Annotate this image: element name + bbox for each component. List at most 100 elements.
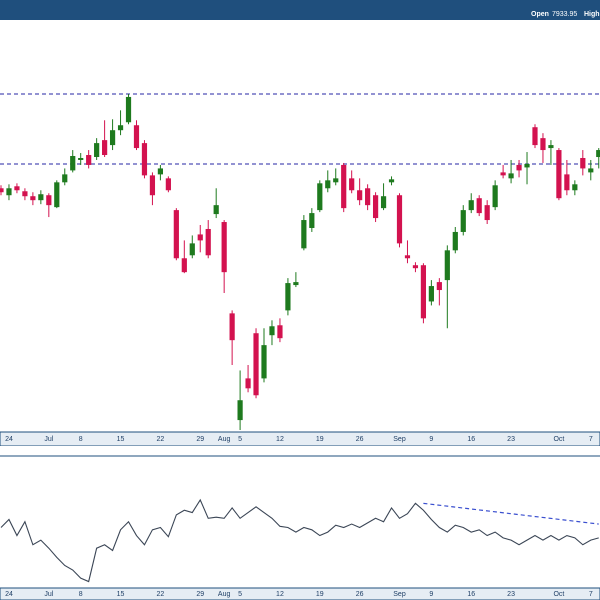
candle-body [492, 185, 498, 208]
x-tick-label: 22 [157, 436, 165, 443]
x-tick-label: 19 [316, 591, 324, 598]
candle-body [165, 178, 171, 191]
candle-body [484, 205, 490, 221]
candle-body [141, 143, 148, 176]
candle-body [420, 265, 427, 319]
x-tick-label: 16 [467, 591, 475, 598]
x-tick-label: Oct [553, 591, 564, 598]
candle-body [125, 96, 132, 123]
candle-body [70, 156, 76, 171]
candle-body [388, 179, 395, 183]
candle-body [293, 282, 299, 286]
x-tick-label: 9 [429, 591, 433, 598]
open-value: 7933.95 [552, 11, 577, 18]
candle-body [109, 130, 116, 146]
candle-body [38, 194, 44, 201]
candle-body [317, 183, 323, 211]
candle-body [532, 127, 538, 146]
x-tick-label: 26 [356, 591, 364, 598]
candle-body [78, 157, 84, 160]
x-tick-label: 8 [79, 436, 83, 443]
candle-body [333, 178, 339, 183]
candle-body [524, 163, 530, 168]
candle-body [181, 258, 187, 273]
x-tick-label: 12 [276, 591, 284, 598]
candle-body [173, 210, 179, 259]
x-axis-strip [0, 587, 600, 600]
candle-body [189, 243, 195, 256]
candle-body [325, 180, 331, 189]
candle-body [197, 234, 203, 241]
candle-body [309, 213, 315, 228]
x-tick-label: 24 [5, 436, 13, 443]
x-tick-label: 7 [589, 436, 593, 443]
x-tick-label: 26 [356, 436, 364, 443]
candle-body [301, 220, 307, 249]
candle-body [30, 196, 36, 201]
candle-body [14, 186, 20, 191]
candle-body [468, 200, 474, 211]
x-tick-label: Aug [218, 591, 231, 598]
header-bar [0, 0, 600, 20]
candle-body [436, 282, 442, 291]
candle-body [372, 195, 379, 219]
x-tick-label: 16 [467, 436, 475, 443]
x-tick-label: Aug [218, 436, 231, 443]
candle-body [548, 145, 554, 149]
candle-body [157, 168, 163, 175]
candle-body [396, 195, 403, 244]
candle-body [365, 188, 371, 206]
x-tick-label: 15 [117, 436, 125, 443]
candle-body [54, 182, 60, 208]
candle-body [444, 250, 450, 281]
candle-body [500, 172, 506, 176]
candle-body [205, 228, 211, 256]
candle-body [508, 173, 514, 179]
x-tick-label: 9 [429, 436, 433, 443]
candle-body [285, 283, 291, 311]
candle-body [245, 378, 251, 389]
candle-body [117, 125, 124, 131]
candle-body [46, 195, 52, 206]
panel-gap [0, 446, 600, 456]
candle-body [277, 325, 283, 339]
candle-body [380, 196, 387, 209]
trendline [423, 502, 599, 525]
candle-body [460, 210, 466, 232]
high-label: High [584, 11, 600, 18]
candle-body [580, 157, 586, 169]
candle-body [564, 174, 570, 191]
candle-body [540, 138, 546, 151]
x-tick-label: 12 [276, 436, 284, 443]
candle-body [588, 168, 594, 173]
candle-body [357, 190, 363, 201]
indicator-line [0, 498, 599, 583]
x-tick-label: Jul [44, 591, 53, 598]
candle-body [62, 174, 68, 183]
x-tick-label: 5 [238, 436, 242, 443]
candle-body [22, 191, 28, 197]
x-tick-label: 15 [117, 591, 125, 598]
candle-body [102, 140, 108, 156]
candle-body [237, 400, 243, 421]
candle-body [341, 164, 347, 209]
candle-body [253, 333, 259, 396]
x-tick-label: Oct [553, 436, 564, 443]
candle-body [149, 175, 156, 196]
candle-body [86, 155, 92, 165]
candle-body [516, 164, 522, 171]
candle-body [269, 326, 275, 336]
candle-body [412, 265, 419, 269]
candle-body [221, 222, 227, 273]
candle-body [452, 231, 458, 251]
candle-body [261, 345, 267, 379]
candle-body [476, 198, 482, 214]
candle-body [213, 205, 219, 215]
open-label: Open [531, 11, 549, 18]
candle-body [428, 286, 434, 302]
candle-body [404, 255, 411, 259]
x-tick-label: 29 [196, 591, 204, 598]
x-tick-label: 23 [507, 591, 515, 598]
